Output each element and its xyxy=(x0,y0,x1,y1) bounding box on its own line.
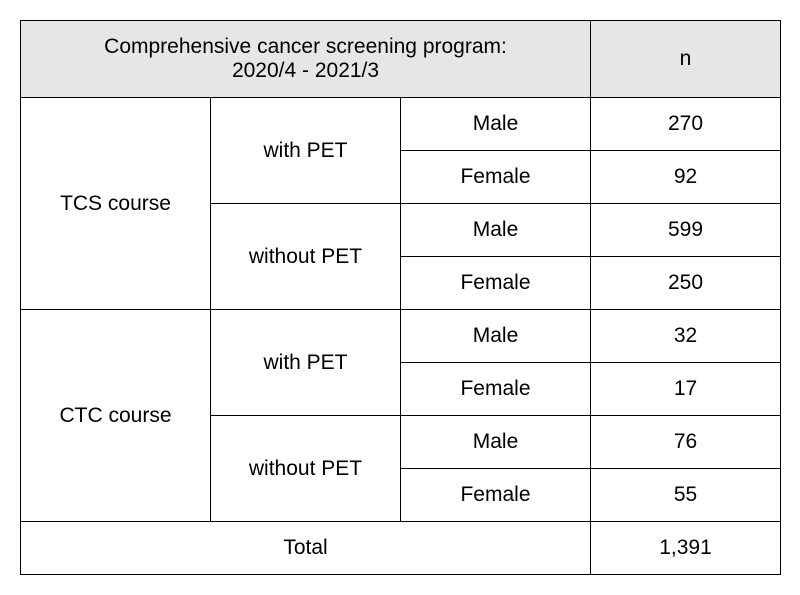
title-line1: Comprehensive cancer screening program: xyxy=(104,35,507,58)
total-row: Total 1,391 xyxy=(21,522,781,575)
n-cell: 55 xyxy=(591,469,781,522)
pet-cell: with PET xyxy=(211,310,401,416)
pet-cell: without PET xyxy=(211,204,401,310)
sex-cell: Female xyxy=(401,363,591,416)
table-row: TCS course with PET Male 270 xyxy=(21,98,781,151)
n-cell: 250 xyxy=(591,257,781,310)
n-cell: 599 xyxy=(591,204,781,257)
n-cell: 17 xyxy=(591,363,781,416)
sex-cell: Female xyxy=(401,257,591,310)
sex-cell: Male xyxy=(401,310,591,363)
pet-cell: with PET xyxy=(211,98,401,204)
title-line2: 2020/4 - 2021/3 xyxy=(232,59,379,82)
n-cell: 92 xyxy=(591,151,781,204)
sex-cell: Male xyxy=(401,204,591,257)
sex-cell: Male xyxy=(401,416,591,469)
table-row: CTC course with PET Male 32 xyxy=(21,310,781,363)
sex-cell: Male xyxy=(401,98,591,151)
pet-cell: without PET xyxy=(211,416,401,522)
n-cell: 32 xyxy=(591,310,781,363)
screening-table: Comprehensive cancer screening program: … xyxy=(20,20,781,575)
course-cell: TCS course xyxy=(21,98,211,310)
header-row: Comprehensive cancer screening program: … xyxy=(21,21,781,98)
total-n: 1,391 xyxy=(591,522,781,575)
n-cell: 76 xyxy=(591,416,781,469)
course-cell: CTC course xyxy=(21,310,211,522)
n-header: n xyxy=(591,21,781,98)
title-header: Comprehensive cancer screening program: … xyxy=(21,21,591,98)
n-cell: 270 xyxy=(591,98,781,151)
sex-cell: Female xyxy=(401,151,591,204)
total-label: Total xyxy=(21,522,591,575)
sex-cell: Female xyxy=(401,469,591,522)
